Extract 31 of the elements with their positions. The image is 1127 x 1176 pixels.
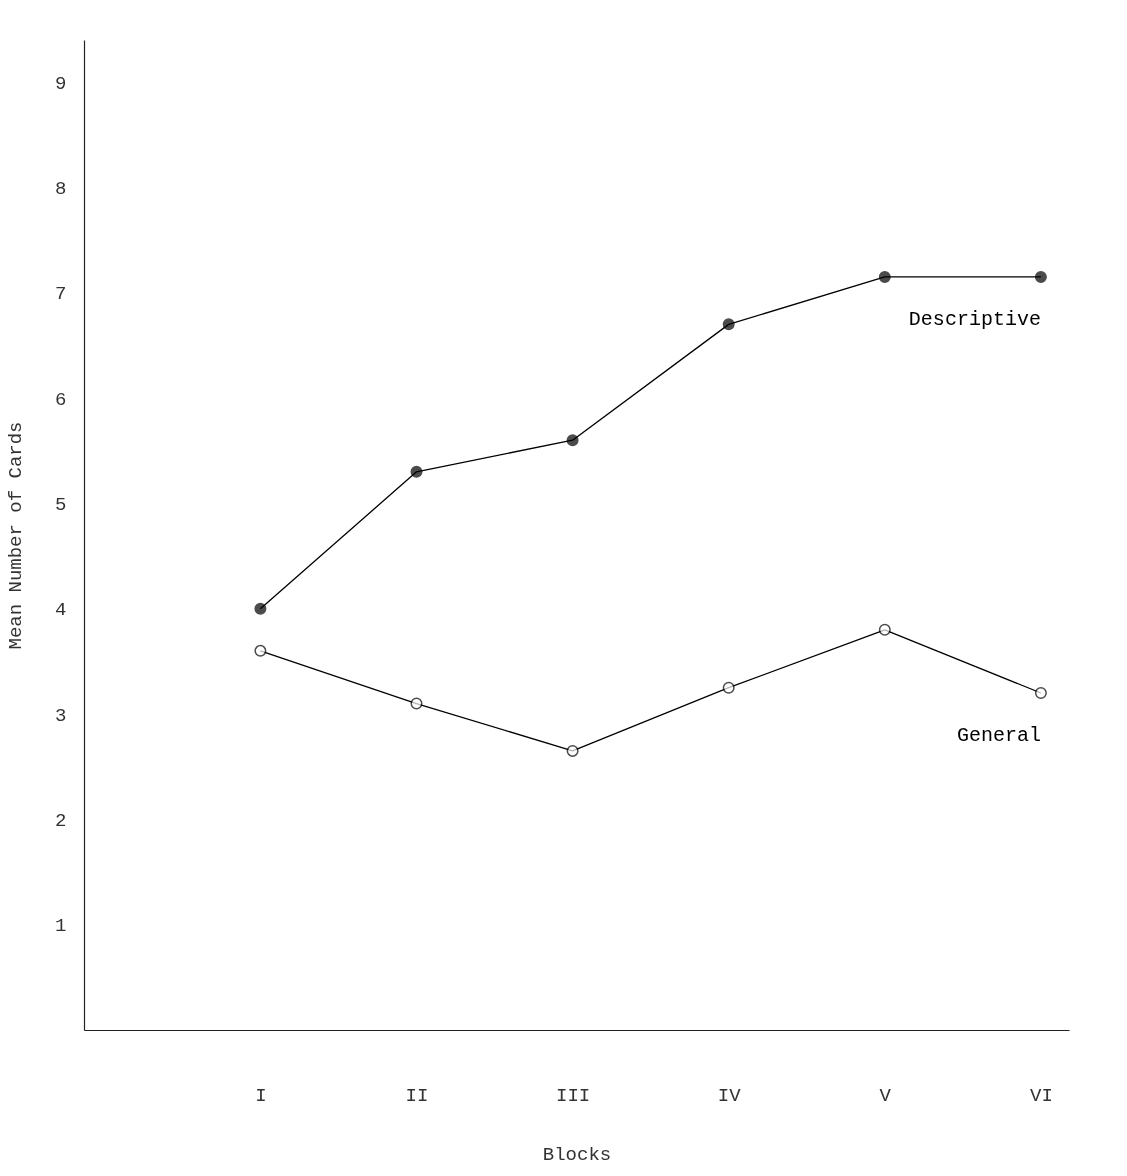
y-axis-title: Mean Number of Cards (5, 421, 28, 650)
x-tick-label: II (405, 1084, 429, 1107)
series-label: Descriptive (908, 307, 1041, 331)
point (410, 465, 423, 478)
point (878, 270, 891, 283)
y-tick-label: 9 (55, 72, 67, 95)
point (1034, 687, 1047, 699)
series-label: General (956, 723, 1041, 747)
point (566, 434, 579, 447)
point (878, 623, 891, 636)
x-tick-label: III (555, 1084, 591, 1107)
point (1034, 270, 1047, 283)
y-tick-label: 2 (55, 809, 67, 832)
y-tick-label: 8 (55, 177, 67, 200)
x-axis-title: Blocks (542, 1143, 612, 1166)
point (722, 681, 735, 694)
y-tick-label: 7 (55, 283, 67, 306)
y-tick-label: 6 (55, 388, 67, 411)
x-tick-label: IV (717, 1084, 742, 1107)
point (254, 644, 267, 657)
y-tick-label: 5 (55, 493, 67, 516)
y-tick-label: 1 (55, 915, 67, 938)
point (566, 744, 579, 757)
point (410, 697, 423, 710)
point (722, 318, 735, 331)
y-tick-label: 3 (55, 704, 67, 727)
x-tick-label: VI (1030, 1084, 1053, 1107)
y-tick-label: 4 (55, 599, 67, 622)
x-tick-label: I (255, 1084, 267, 1107)
x-tick-label: V (879, 1084, 892, 1107)
point (254, 602, 267, 615)
